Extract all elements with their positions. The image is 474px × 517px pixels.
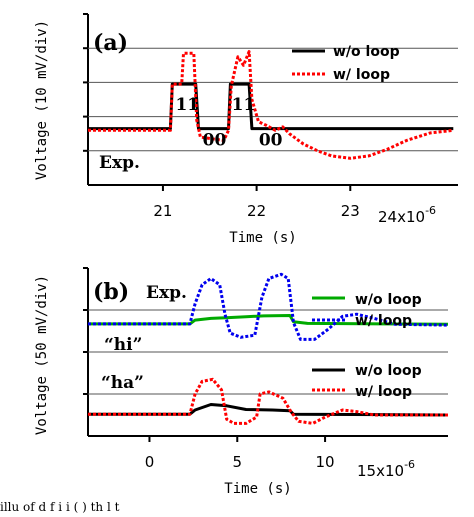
group-label: “ha”: [101, 373, 144, 393]
exp-label: Exp.: [146, 283, 187, 303]
x-axis-title: Time (s): [224, 481, 291, 497]
legend-label: w/o loop: [333, 44, 400, 60]
group-label: “hi”: [104, 335, 142, 355]
x-multiplier: 24x10-6: [378, 204, 436, 226]
x-tick-label: 23: [341, 202, 360, 220]
x-tick-label: 0: [145, 453, 155, 471]
legend-label: w/ loop: [333, 67, 390, 83]
series-line-with-loop: [88, 377, 448, 425]
x-axis-title: Time (s): [229, 230, 296, 246]
panel-label: (a): [93, 30, 128, 56]
x-multiplier-base: 24x10: [378, 208, 425, 226]
exp-label: Exp.: [99, 153, 140, 173]
bit-annotation: 00: [203, 131, 227, 151]
x-multiplier-exponent: -6: [425, 204, 436, 217]
x-tick-label: 10: [316, 453, 335, 471]
x-tick-label: 22: [247, 202, 266, 220]
panel-b-chart: 0 5 10 15x10-6 Time (s) Voltage (50 mV/div) (b…: [34, 267, 449, 497]
bit-annotation: 11: [175, 95, 199, 115]
series-line-with-loop: [88, 272, 449, 341]
series-line-without-loop: [88, 403, 449, 417]
panel-label: (b): [93, 279, 129, 305]
legend-label: w/o loop: [355, 363, 422, 379]
legend-label: w/o loop: [355, 292, 422, 308]
x-tick-label: 5: [232, 453, 242, 471]
legend-label: w/ loop: [355, 313, 412, 329]
x-tick-label: 21: [153, 202, 172, 220]
legend-label: w/ loop: [355, 384, 412, 400]
x-multiplier: 15x10-6: [357, 458, 415, 480]
x-multiplier-exponent: -6: [404, 458, 415, 471]
series-line-without-loop: [88, 82, 454, 131]
x-multiplier-base: 15x10: [357, 462, 404, 480]
bit-annotation: 00: [259, 131, 283, 151]
bit-annotation: 11: [232, 95, 256, 115]
y-axis-title: Voltage (10 mV/div): [34, 20, 50, 180]
figure-caption: illu of d f i i ( ) th l t: [0, 500, 120, 514]
panel-a-chart: 21 22 23 24x10-6 Time (s) Voltage (10 mV/div)…: [34, 13, 458, 246]
y-axis-title: Voltage (50 mV/div): [34, 275, 50, 435]
series-line-with-loop: [88, 50, 454, 160]
series-line-without-loop: [88, 314, 449, 326]
